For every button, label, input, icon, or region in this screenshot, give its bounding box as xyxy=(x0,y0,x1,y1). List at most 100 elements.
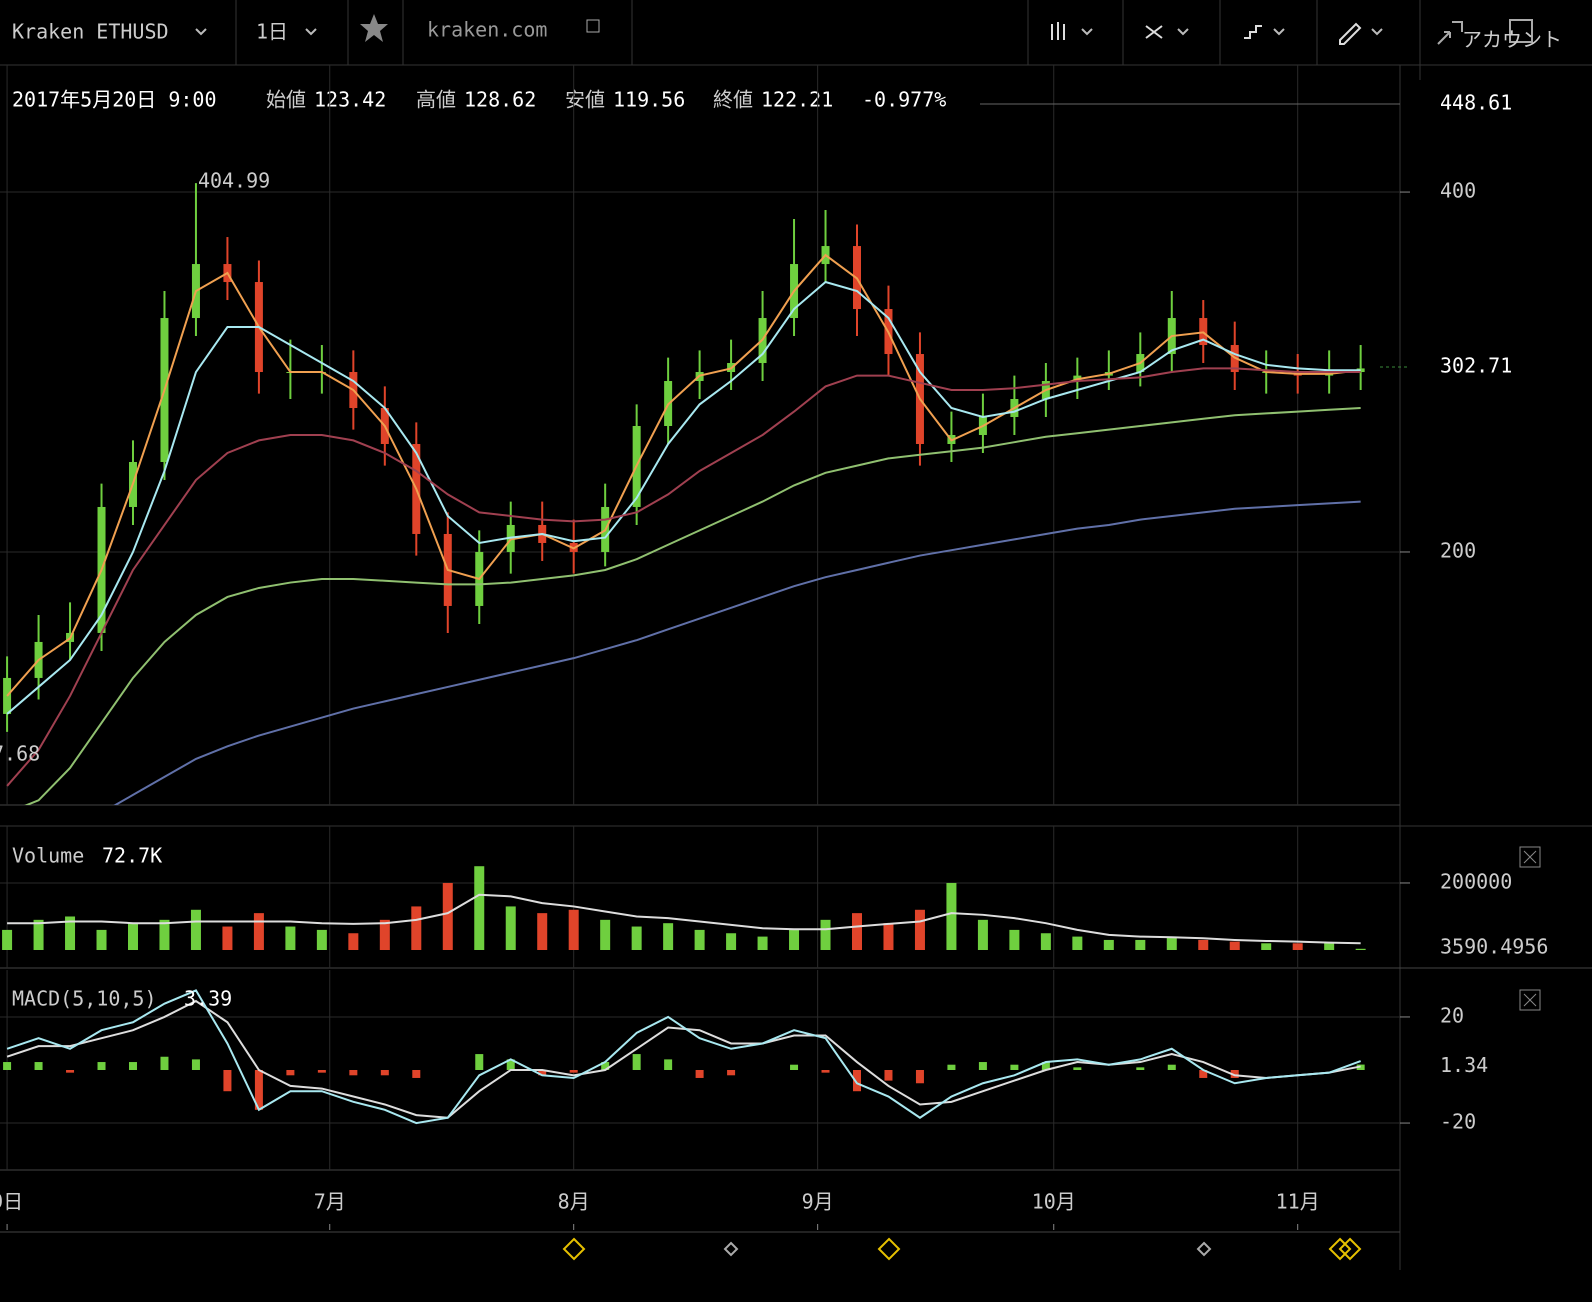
histogram-bar xyxy=(569,1070,578,1073)
volume-bar xyxy=(1135,939,1146,950)
annotation: 7.68 xyxy=(0,742,40,766)
histogram-bar xyxy=(601,1062,610,1070)
volume-bar xyxy=(159,919,170,950)
volume-bar xyxy=(851,913,862,950)
macd-pane xyxy=(3,989,1365,1125)
value: 128.62 xyxy=(464,88,536,112)
histogram-bar xyxy=(349,1070,358,1076)
volume-bar xyxy=(1103,939,1114,950)
value: 119.56 xyxy=(613,88,685,112)
line xyxy=(24,407,1361,805)
price-label: 302.71 xyxy=(1440,354,1512,378)
label: 高値 xyxy=(416,88,456,112)
symbol[interactable]: Kraken ETHUSD xyxy=(12,20,169,44)
x-tick-label: 9月 xyxy=(802,1190,834,1214)
volume-bar xyxy=(1009,929,1020,950)
change: -0.977% xyxy=(862,88,946,112)
y-tick-label: 200000 xyxy=(1440,869,1512,893)
pane-title: MACD(5,10,5) xyxy=(12,987,157,1011)
volume-bar xyxy=(568,909,579,950)
histogram-bar xyxy=(412,1070,421,1078)
histogram-bar xyxy=(1010,1064,1019,1070)
volume-bar xyxy=(663,923,674,950)
volume-bar xyxy=(190,909,201,950)
volume-bar xyxy=(1355,948,1366,950)
volume-bar xyxy=(883,923,894,950)
histogram-bar xyxy=(947,1064,956,1070)
volume-bar xyxy=(1229,941,1240,950)
site[interactable]: kraken.com xyxy=(427,18,547,42)
histogram-bar xyxy=(664,1059,673,1070)
histogram-bar xyxy=(1167,1064,1176,1070)
volume-bar xyxy=(253,913,264,950)
volume-bar xyxy=(631,926,642,950)
volume-bar xyxy=(442,882,453,950)
x-tick-label: 11月 xyxy=(1276,1190,1320,1214)
volume-bar xyxy=(348,933,359,950)
histogram-bar xyxy=(538,1070,547,1076)
histogram-bar xyxy=(915,1070,924,1084)
histogram-bar xyxy=(884,1070,893,1081)
volume-bar xyxy=(977,919,988,950)
histogram-bar xyxy=(34,1062,43,1070)
histogram-bar xyxy=(506,1059,515,1070)
candle-body xyxy=(3,677,12,714)
volume-pane xyxy=(2,866,1366,950)
price-label: 448.61 xyxy=(1440,91,1512,115)
volume-bar xyxy=(1198,939,1209,950)
histogram-bar xyxy=(852,1070,861,1092)
histogram-bar xyxy=(1199,1070,1208,1078)
volume-bar xyxy=(33,919,44,950)
histogram-bar xyxy=(1073,1067,1082,1070)
toolbar xyxy=(0,0,1592,1270)
volume-bar xyxy=(600,919,611,950)
y-tick-label: 200 xyxy=(1440,538,1476,562)
x-tick-label: 7月 xyxy=(314,1190,346,1214)
x-tick-label: 9日 xyxy=(0,1190,23,1214)
last-label: 3590.4956 xyxy=(1440,935,1548,959)
last-label: 1.34 xyxy=(1440,1053,1488,1077)
volume-bar xyxy=(914,909,925,950)
volume-bar xyxy=(1261,943,1272,950)
histogram-bar xyxy=(128,1062,137,1070)
volume-bar xyxy=(820,919,831,950)
volume-bar xyxy=(474,866,485,950)
histogram-bar xyxy=(97,1062,106,1070)
pane-title: Volume xyxy=(12,844,84,868)
histogram-bar xyxy=(160,1056,169,1070)
histogram-bar xyxy=(254,1070,263,1110)
volume-bar xyxy=(694,929,705,950)
histogram-bar xyxy=(223,1070,232,1092)
x-tick-label: 10月 xyxy=(1032,1190,1076,1214)
line xyxy=(6,253,1361,697)
histogram-bar xyxy=(317,1070,326,1073)
histogram-bar xyxy=(727,1070,736,1076)
label: 終値 xyxy=(713,88,753,112)
line xyxy=(6,367,1361,787)
pane-value: 72.7K xyxy=(102,844,162,868)
volume-bar xyxy=(96,929,107,950)
volume-bar xyxy=(285,926,296,950)
volume-bar xyxy=(316,929,327,950)
volume-bar xyxy=(946,882,957,950)
interval[interactable]: 1日 xyxy=(256,20,288,44)
histogram-bar xyxy=(286,1070,295,1076)
histogram-bar xyxy=(821,1070,830,1073)
value: 123.42 xyxy=(314,88,386,112)
account[interactable]: アカウント xyxy=(1462,28,1562,52)
line xyxy=(113,500,1361,805)
label: 始値 xyxy=(266,88,306,112)
pane-value: 3.39 xyxy=(184,987,232,1011)
volume-bar xyxy=(726,933,737,950)
y-tick-label: 400 xyxy=(1440,179,1476,203)
y-tick-label: -20 xyxy=(1440,1110,1476,1134)
line xyxy=(7,893,1361,945)
line xyxy=(6,989,1361,1125)
volume-bar xyxy=(379,919,390,950)
y-tick-label: 20 xyxy=(1440,1003,1464,1027)
histogram-bar xyxy=(1136,1067,1145,1070)
volume-bar xyxy=(2,929,13,950)
line xyxy=(6,999,1361,1119)
